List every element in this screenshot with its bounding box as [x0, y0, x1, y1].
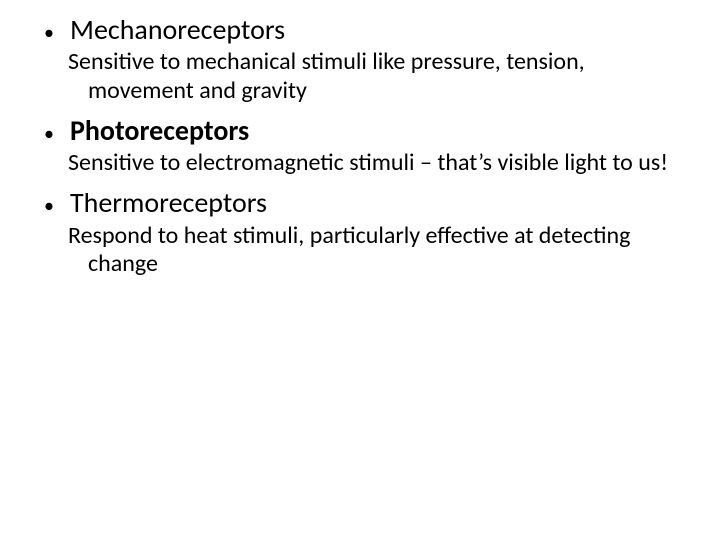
- list-item: • Photoreceptors Sensitive to electromag…: [40, 115, 680, 178]
- bullet-icon: •: [40, 23, 70, 43]
- bullet-row: • Mechanoreceptors: [40, 14, 680, 46]
- item-description: Sensitive to mechanical stimuli like pre…: [40, 48, 680, 105]
- item-description: Respond to heat stimuli, particularly ef…: [40, 222, 680, 279]
- list-item: • Thermoreceptors Respond to heat stimul…: [40, 187, 680, 278]
- item-description: Sensitive to electromagnetic stimuli – t…: [40, 149, 680, 177]
- slide: • Mechanoreceptors Sensitive to mechanic…: [0, 0, 720, 540]
- item-title: Photoreceptors: [70, 115, 249, 147]
- item-title: Thermoreceptors: [70, 187, 267, 219]
- bullet-icon: •: [40, 124, 70, 144]
- bullet-icon: •: [40, 196, 70, 216]
- list-item: • Mechanoreceptors Sensitive to mechanic…: [40, 14, 680, 105]
- bullet-list: • Mechanoreceptors Sensitive to mechanic…: [40, 14, 680, 278]
- item-title: Mechanoreceptors: [70, 14, 285, 46]
- bullet-row: • Photoreceptors: [40, 115, 680, 147]
- bullet-row: • Thermoreceptors: [40, 187, 680, 219]
